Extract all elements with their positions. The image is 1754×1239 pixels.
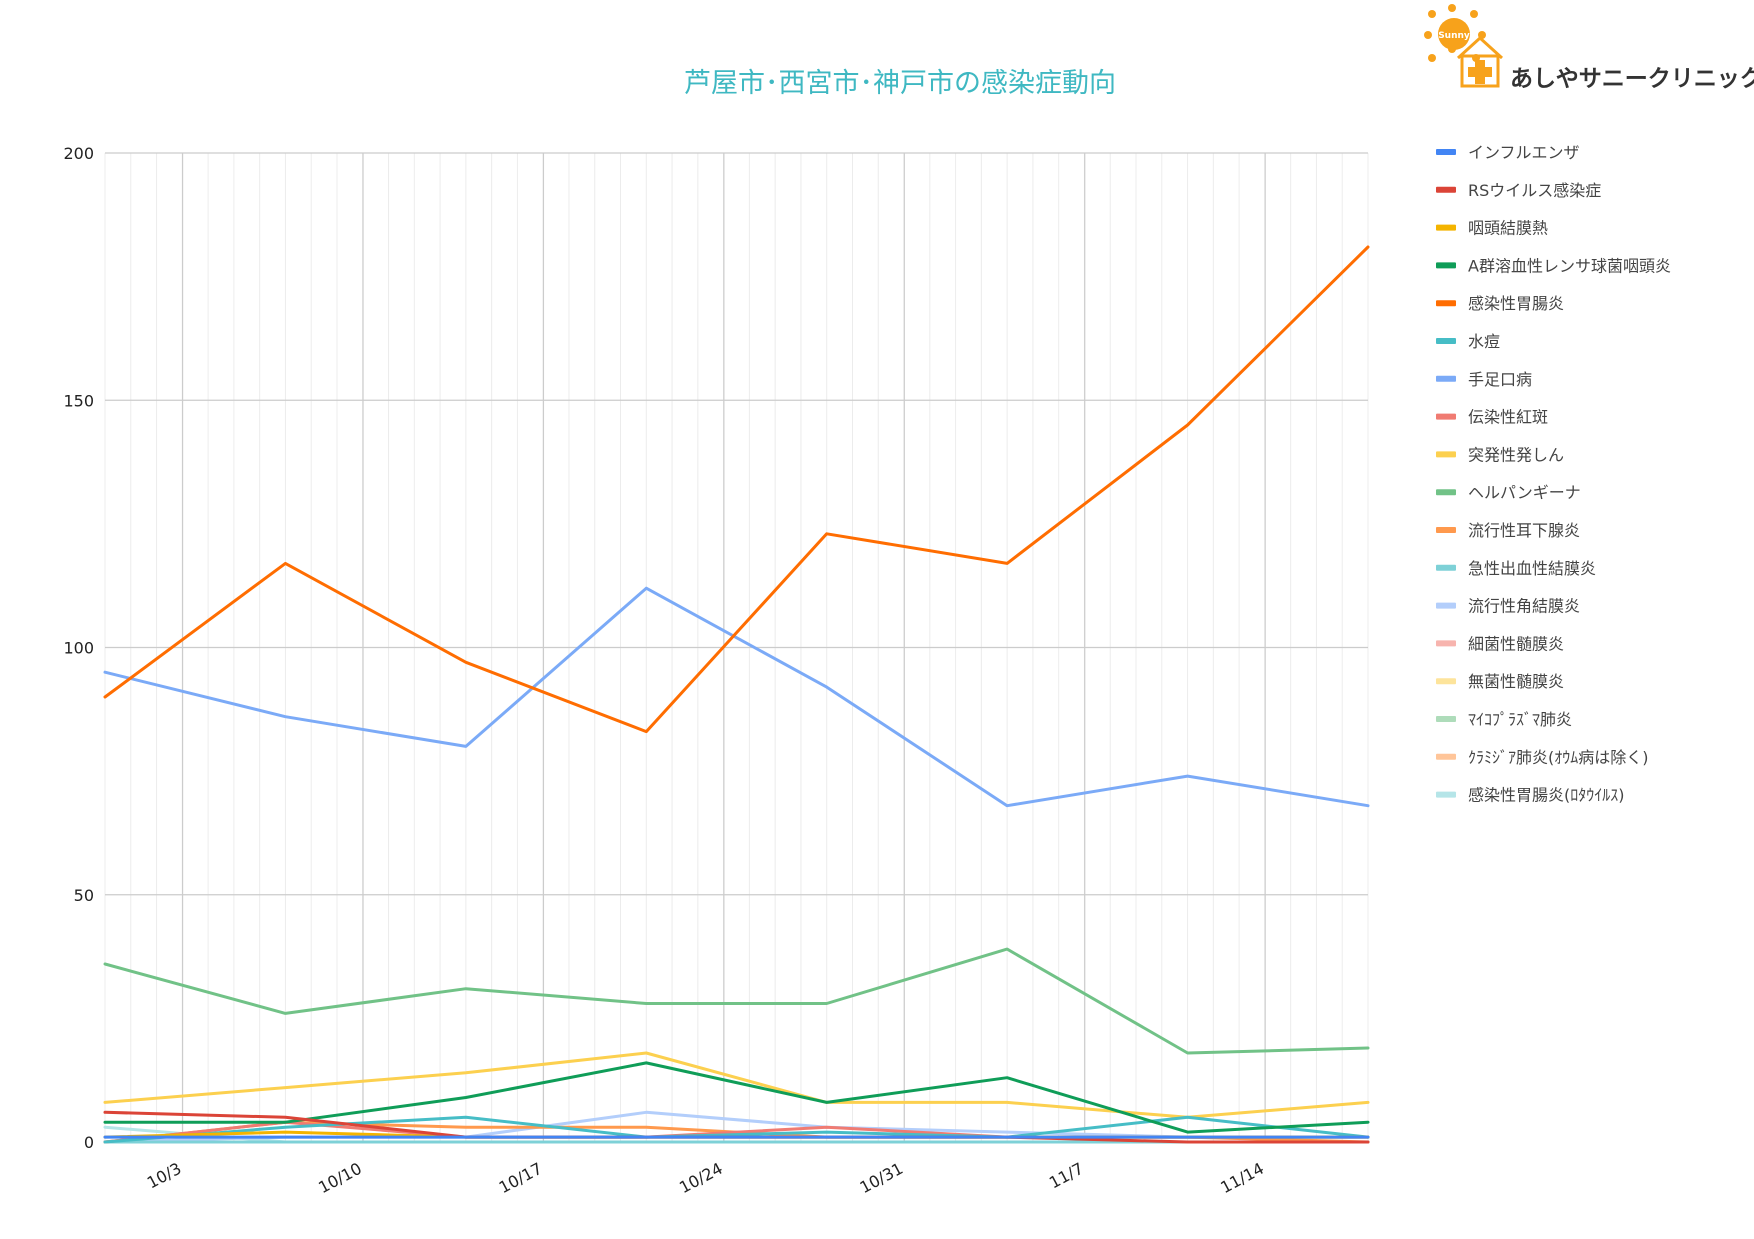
y-axis: 0 50 100 150 200 [63, 144, 94, 1152]
series-line-5 [103, 245, 1370, 734]
legend-swatch [1436, 489, 1456, 496]
y-tick-label: 0 [84, 1133, 94, 1152]
y-tick-label: 50 [74, 886, 94, 905]
x-tick-label: 10/24 [676, 1159, 726, 1197]
legend-swatch [1436, 602, 1456, 609]
legend-item: ﾏｲｺﾌﾟﾗｽﾞﾏ肺炎 [1436, 710, 1572, 729]
legend-swatch [1436, 186, 1456, 193]
legend-swatch [1436, 753, 1456, 760]
legend-item: インフルエンザ [1436, 143, 1580, 162]
legend-item: A群溶血性レンサ球菌咽頭炎 [1436, 256, 1671, 275]
legend-item: ｸﾗﾐｼﾞｱ肺炎(ｵｳﾑ病は除く) [1436, 748, 1649, 767]
legend-swatch [1436, 678, 1456, 685]
logo-clinic-name: あしやサニークリニック [1510, 66, 1754, 92]
series-line-7 [103, 586, 1370, 808]
x-tick-label: 10/3 [144, 1159, 185, 1193]
legend-swatch [1436, 527, 1456, 533]
x-tick-label: 10/10 [315, 1159, 365, 1197]
legend-label: 手足口病 [1468, 370, 1532, 389]
x-tick-label: 11/7 [1046, 1159, 1087, 1193]
grid [104, 152, 1369, 1143]
legend-item: 手足口病 [1436, 370, 1532, 389]
legend-item: 細菌性髄膜炎 [1436, 634, 1564, 653]
x-axis: 10/3 10/10 10/17 10/24 10/31 11/7 11/14 [144, 1159, 1267, 1197]
legend-label: ｸﾗﾐｼﾞｱ肺炎(ｵｳﾑ病は除く) [1468, 748, 1649, 767]
legend-swatch [1436, 224, 1456, 231]
legend-label: 感染性胃腸炎(ﾛﾀｳｲﾙｽ) [1468, 786, 1625, 805]
legend-label: ヘルパンギーナ [1468, 483, 1581, 502]
x-tick-label: 10/17 [496, 1159, 546, 1197]
x-tick-label: 10/31 [857, 1159, 907, 1197]
legend-label: 伝染性紅斑 [1468, 408, 1548, 427]
legend-label: ﾏｲｺﾌﾟﾗｽﾞﾏ肺炎 [1468, 710, 1572, 729]
legend-item: 伝染性紅斑 [1436, 408, 1548, 427]
logo-sun-text: Sunny [1438, 31, 1470, 41]
legend-label: 感染性胃腸炎 [1468, 294, 1564, 313]
legend-label: 無菌性髄膜炎 [1468, 672, 1564, 691]
series-line-6 [103, 1115, 1370, 1144]
legend-swatch [1436, 149, 1456, 155]
legend-item: 感染性胃腸炎 [1436, 294, 1564, 313]
legend-swatch [1436, 791, 1456, 798]
series-line-9 [103, 1051, 1370, 1119]
legend-swatch [1436, 413, 1456, 420]
series-line-10 [103, 947, 1370, 1055]
y-tick-label: 100 [63, 639, 94, 658]
y-tick-label: 200 [63, 144, 94, 163]
legend-swatch [1436, 262, 1456, 269]
legend-label: RSウイルス感染症 [1468, 181, 1601, 200]
legend-swatch [1436, 300, 1456, 307]
legend-item: 水痘 [1436, 332, 1500, 351]
legend-item: 流行性角結膜炎 [1436, 597, 1580, 616]
house-cross-icon [1456, 35, 1504, 88]
legend-label: 流行性角結膜炎 [1468, 597, 1580, 616]
legend-swatch [1436, 716, 1456, 722]
legend-label: 流行性耳下腺炎 [1468, 521, 1580, 540]
legend-label: 急性出血性結膜炎 [1468, 559, 1596, 578]
chart-title: 芦屋市･西宮市･神戸市の感染症動向 [684, 68, 1116, 99]
legend-swatch [1436, 451, 1456, 458]
legend-item: 咽頭結膜熱 [1436, 219, 1548, 238]
legend-item: 急性出血性結膜炎 [1436, 559, 1596, 578]
legend-label: 突発性発しん [1468, 445, 1564, 464]
series-line-4 [103, 1061, 1370, 1134]
series-lines [103, 245, 1370, 1144]
legend-item: 流行性耳下腺炎 [1436, 521, 1580, 540]
legend-swatch [1436, 338, 1456, 344]
legend-item: 突発性発しん [1436, 445, 1564, 464]
legend-label: 細菌性髄膜炎 [1468, 634, 1564, 653]
legend-item: ヘルパンギーナ [1436, 483, 1581, 502]
legend-label: A群溶血性レンサ球菌咽頭炎 [1468, 256, 1671, 275]
legend-label: インフルエンザ [1468, 143, 1580, 162]
legend-item: 無菌性髄膜炎 [1436, 672, 1564, 691]
y-tick-label: 150 [63, 391, 94, 410]
legend-item: 感染性胃腸炎(ﾛﾀｳｲﾙｽ) [1436, 786, 1625, 805]
legend-swatch [1436, 640, 1456, 647]
sun-icon: Sunny [1424, 4, 1486, 62]
legend-item: RSウイルス感染症 [1436, 181, 1601, 200]
legend-label: 咽頭結膜熱 [1468, 219, 1548, 238]
legend-swatch [1436, 375, 1456, 382]
legend-swatch [1436, 564, 1456, 571]
legend-label: 水痘 [1468, 332, 1500, 351]
x-tick-label: 11/14 [1217, 1159, 1267, 1197]
logo: Sunny あしやサニークリニック [1424, 4, 1754, 92]
